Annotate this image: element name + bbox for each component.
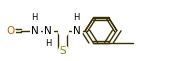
Text: H: H	[32, 13, 38, 22]
Text: N: N	[44, 25, 52, 36]
Text: O: O	[6, 25, 14, 36]
Text: N: N	[31, 25, 39, 36]
Text: H: H	[73, 13, 80, 22]
Text: S: S	[59, 46, 66, 56]
Text: H: H	[45, 39, 51, 48]
Text: N: N	[73, 25, 81, 36]
